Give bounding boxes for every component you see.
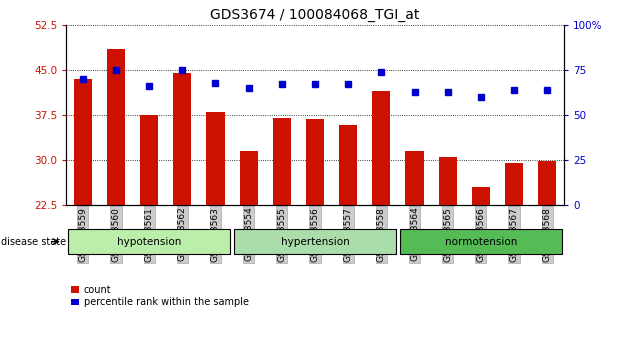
Text: disease state: disease state [1,236,66,247]
Bar [107,49,125,205]
Bar [239,151,258,205]
Bar [339,125,357,205]
Bar [207,112,224,205]
FancyBboxPatch shape [234,229,396,254]
Bar [306,119,324,205]
Text: normotension: normotension [445,236,517,247]
Text: hypotension: hypotension [117,236,181,247]
Bar [472,187,490,205]
Legend: count, percentile rank within the sample: count, percentile rank within the sample [71,285,249,307]
Bar [273,118,291,205]
FancyBboxPatch shape [68,229,231,254]
Title: GDS3674 / 100084068_TGI_at: GDS3674 / 100084068_TGI_at [210,8,420,22]
Bar [406,151,423,205]
Bar [140,115,158,205]
FancyBboxPatch shape [399,229,562,254]
Bar [438,157,457,205]
Bar [74,79,92,205]
Bar [372,91,391,205]
Bar [538,161,556,205]
Bar [505,163,523,205]
Text: hypertension: hypertension [280,236,350,247]
Bar [173,73,192,205]
